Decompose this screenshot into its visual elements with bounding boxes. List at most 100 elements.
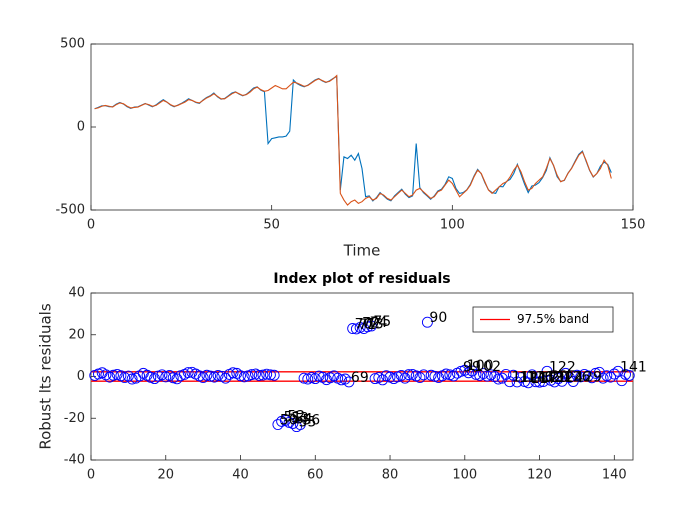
residual-point [459, 364, 471, 376]
y-tick-label: 500 [60, 37, 85, 52]
data-line [94, 75, 612, 202]
point-label: 114 [519, 370, 546, 386]
data-line [94, 74, 612, 206]
residual-point [201, 369, 213, 381]
x-tick-label: 40 [232, 468, 249, 483]
residual-point [107, 369, 119, 381]
point-label: 71 [358, 317, 376, 333]
residual-point [564, 372, 575, 383]
point-label: 74 [370, 315, 388, 331]
residual-point [227, 367, 239, 379]
x-tick-label: 100 [440, 218, 465, 233]
residual-point [377, 374, 389, 386]
residual-point [537, 376, 549, 387]
x-tick-label: 20 [157, 468, 174, 483]
x-axis-label: Time [343, 242, 381, 260]
y-tick-label: 40 [68, 286, 85, 301]
residual-point [560, 367, 572, 379]
residual-point [268, 369, 280, 381]
point-label: 121 [545, 370, 572, 386]
point-label: 53 [291, 410, 309, 426]
point-label: 112 [512, 370, 539, 386]
x-tick-label: 50 [263, 218, 280, 233]
residual-point [399, 372, 411, 384]
residual-point [220, 372, 232, 384]
residual-point [212, 370, 224, 381]
residual-point [122, 370, 134, 382]
point-label: 120 [542, 370, 569, 386]
point-label: 119 [538, 370, 565, 386]
residual-point [395, 370, 407, 381]
point-label: 90 [429, 310, 447, 326]
y-tick-label: -500 [55, 203, 85, 218]
residual-point [134, 370, 146, 382]
residual-point [549, 376, 560, 388]
residual-point [418, 369, 430, 381]
residual-point [507, 369, 519, 381]
residual-point [504, 376, 516, 388]
residual-point [347, 323, 359, 334]
y-tick-label: 0 [77, 369, 85, 384]
x-tick-label: 100 [452, 468, 477, 483]
residual-point [264, 369, 276, 381]
point-label: 122 [549, 359, 576, 375]
residual-point [339, 373, 351, 385]
residual-point [126, 373, 138, 385]
x-tick-label: 80 [382, 468, 399, 483]
residual-point [593, 366, 605, 378]
point-label: 124 [557, 370, 584, 386]
residual-point [298, 372, 310, 384]
y-tick-label: -20 [64, 411, 85, 426]
residual-point [515, 372, 527, 383]
residual-point [343, 376, 355, 388]
residual-point [608, 368, 620, 380]
residual-point [623, 370, 635, 381]
residual-point [478, 368, 489, 380]
point-label: 99 [463, 359, 481, 375]
point-label: 117 [530, 371, 557, 387]
x-tick-label: 60 [307, 468, 324, 483]
residual-point [365, 320, 377, 332]
point-label: 126 [564, 369, 591, 385]
axes-box [90, 43, 634, 211]
residual-point [496, 372, 508, 384]
residual-point [261, 368, 273, 380]
residual-point [149, 373, 160, 385]
point-label: 69 [351, 370, 369, 386]
y-tick-label: 0 [77, 120, 85, 135]
residual-point [403, 369, 415, 381]
x-tick-label: 140 [602, 468, 627, 483]
residual-point [362, 321, 374, 333]
x-tick-label: 120 [527, 468, 552, 483]
point-label: 73 [366, 316, 384, 332]
residual-point [526, 369, 538, 381]
point-label: 75 [373, 314, 391, 330]
x-tick-label: 0 [87, 218, 95, 233]
point-label: 56 [302, 413, 320, 429]
residual-point [253, 370, 265, 381]
legend-label: 97.5% band [517, 312, 589, 326]
residual-point [541, 365, 553, 377]
residual-point [440, 368, 452, 380]
point-label: 51 [284, 409, 302, 425]
residual-point [552, 373, 564, 385]
point-label: 141 [620, 359, 647, 375]
residual-point [534, 376, 546, 388]
residual-point [605, 371, 617, 383]
point-label: 102 [474, 359, 501, 375]
residual-point [287, 418, 299, 429]
residual-point [294, 419, 306, 430]
residual-point [414, 372, 426, 383]
point-label: 70 [355, 316, 373, 332]
point-label: 50 [280, 413, 298, 429]
residual-point [246, 369, 258, 381]
y-tick-label: 20 [68, 327, 85, 342]
chart-title: Index plot of residuals [273, 271, 450, 287]
x-tick-label: 0 [87, 468, 95, 483]
y-tick-label: -40 [64, 453, 85, 468]
residual-point [575, 371, 587, 383]
residual-point [616, 375, 628, 387]
point-label: 52 [287, 408, 305, 424]
residual-point [597, 372, 609, 384]
